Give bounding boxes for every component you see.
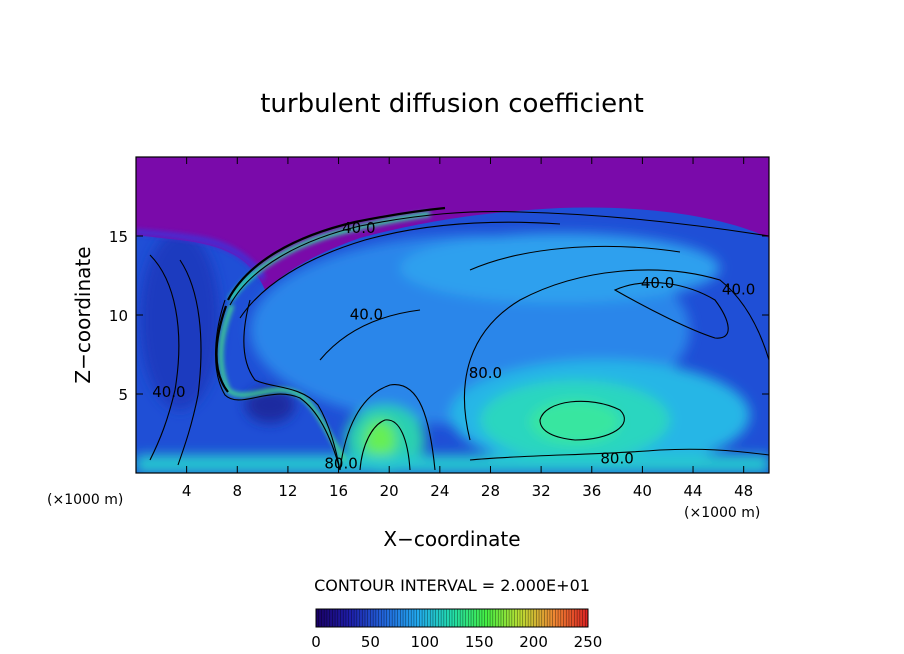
x-tick-label: 40 bbox=[633, 482, 652, 500]
colorbar-tick-label: 150 bbox=[465, 633, 494, 651]
contour-line bbox=[613, 282, 729, 339]
x-tick-label: 28 bbox=[481, 482, 500, 500]
colorbar-tick-label: 250 bbox=[574, 633, 603, 651]
contour-line bbox=[239, 221, 561, 319]
contour-label: 40.0 bbox=[342, 219, 375, 237]
contour-label: 80.0 bbox=[469, 364, 502, 382]
contour-line bbox=[339, 384, 436, 471]
field-blob bbox=[140, 230, 220, 410]
contour-label: 80.0 bbox=[600, 450, 633, 468]
field-blob bbox=[364, 420, 396, 460]
y-axis-unit: (×1000 m) bbox=[47, 492, 123, 508]
x-tick-label: 8 bbox=[233, 482, 243, 500]
x-tick-label: 36 bbox=[582, 482, 601, 500]
contour-interval: CONTOUR INTERVAL = 2.000E+01 bbox=[314, 576, 590, 595]
x-tick-label: 24 bbox=[430, 482, 449, 500]
x-tick-label: 20 bbox=[380, 482, 399, 500]
contour-line bbox=[469, 448, 769, 461]
x-axis-ticks: 4 8 12 16 20 24 28 32 36 40 44 48 bbox=[182, 157, 753, 500]
contour-line bbox=[229, 210, 769, 306]
contour-label: 80.0 bbox=[324, 454, 357, 472]
contour-line bbox=[359, 419, 411, 471]
field-blob bbox=[400, 233, 720, 303]
contour-line bbox=[149, 254, 180, 461]
colorbar-tick-label: 0 bbox=[311, 633, 321, 651]
x-tick-label: 12 bbox=[278, 482, 297, 500]
ridge-streak bbox=[218, 304, 347, 462]
chart-title: turbulent diffusion coefficient bbox=[260, 89, 644, 119]
upper-layer-fringe bbox=[136, 229, 266, 282]
colorbar: 0 50 100 150 200 250 bbox=[311, 608, 603, 651]
contour-line-dense bbox=[227, 206, 446, 301]
contour-line bbox=[177, 259, 202, 466]
colorbar-frame bbox=[315, 608, 589, 628]
field-blob bbox=[530, 400, 620, 444]
contour-line bbox=[319, 309, 421, 361]
contour-line bbox=[243, 299, 341, 471]
y-tick-label: 15 bbox=[109, 228, 128, 246]
plot-area: 40.0 40.0 40.0 40.0 80.0 80.0 80.0 40.0 bbox=[136, 157, 769, 473]
x-tick-label: 48 bbox=[734, 482, 753, 500]
field-blob bbox=[245, 387, 295, 423]
contour-line-dense bbox=[215, 305, 229, 393]
contour-line bbox=[539, 400, 625, 441]
x-tick-label: 4 bbox=[182, 482, 192, 500]
contour-line bbox=[463, 269, 769, 441]
contour-label: 40.0 bbox=[641, 274, 674, 292]
y-axis-ticks: 5 10 15 bbox=[109, 228, 769, 404]
contour-labels: 40.0 40.0 40.0 40.0 80.0 80.0 80.0 40.0 bbox=[152, 219, 755, 472]
y-tick-label: 10 bbox=[109, 307, 128, 325]
x-tick-label: 32 bbox=[532, 482, 551, 500]
contour-line bbox=[469, 245, 681, 271]
field-blob bbox=[136, 455, 769, 473]
contour-label: 40.0 bbox=[350, 306, 383, 324]
x-tick-label: 16 bbox=[329, 482, 348, 500]
colorbar-tick-label: 100 bbox=[410, 633, 439, 651]
upper-layer bbox=[136, 157, 769, 290]
x-tick-label: 44 bbox=[683, 482, 702, 500]
contour-label: 40.0 bbox=[722, 280, 755, 298]
x-axis-label: X−coordinate bbox=[383, 527, 520, 551]
contour-label: 40.0 bbox=[152, 383, 185, 401]
y-axis-label: Z−coordinate bbox=[71, 246, 95, 383]
colorbar-tick-label: 200 bbox=[519, 633, 548, 651]
x-axis-unit: (×1000 m) bbox=[684, 505, 760, 521]
y-tick-label: 5 bbox=[118, 386, 128, 404]
colorbar-tick-label: 50 bbox=[361, 633, 380, 651]
